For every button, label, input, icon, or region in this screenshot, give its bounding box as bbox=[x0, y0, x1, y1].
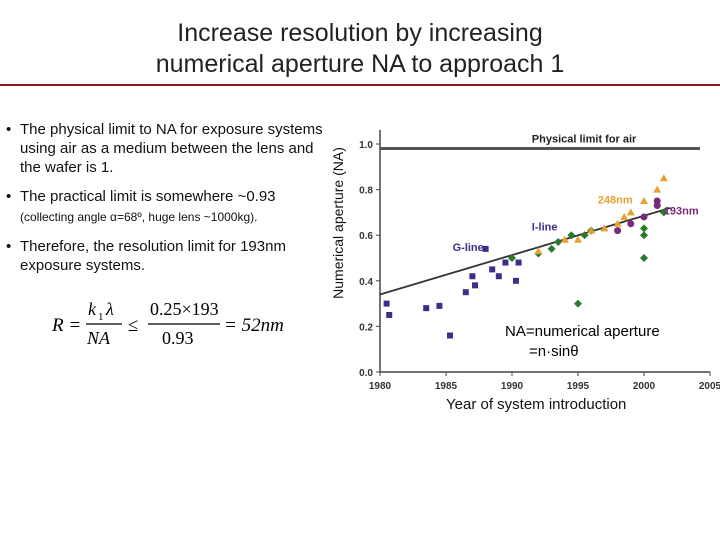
g-line-point bbox=[462, 289, 469, 296]
na-definition-line2: =n·sinθ bbox=[529, 343, 579, 360]
y-tick-label: 0.8 bbox=[359, 186, 373, 197]
bullet-dot-icon: • bbox=[6, 238, 12, 255]
krf-248nm-point bbox=[620, 212, 629, 220]
y-tick-label: 0.4 bbox=[359, 277, 373, 288]
arf-193nm-point bbox=[627, 220, 635, 228]
y-tick-label: 0.0 bbox=[359, 368, 373, 379]
x-tick-label: 1980 bbox=[369, 381, 392, 392]
formula-result: = 52nm bbox=[224, 315, 284, 336]
i-line-point bbox=[659, 208, 668, 217]
krf-248nm-point bbox=[574, 235, 582, 243]
formula-k: k bbox=[88, 299, 97, 319]
i-line-point bbox=[640, 231, 648, 240]
na-definition-line1: NA=numerical aperture bbox=[505, 323, 660, 340]
g-line-point bbox=[469, 273, 476, 280]
bullet-list: • The physical limit to NA for exposure … bbox=[6, 120, 331, 285]
g-line-point bbox=[436, 302, 443, 309]
krf-248nm-point bbox=[534, 247, 543, 255]
krf-248nm-point bbox=[653, 185, 662, 193]
bullet-resolution-limit: • Therefore, the resolution limit for 19… bbox=[6, 237, 331, 275]
krf-248nm-point bbox=[600, 224, 609, 232]
formula-k-sub: 1 bbox=[98, 311, 104, 323]
x-tick-label: 1995 bbox=[567, 381, 590, 392]
series-label: 193nm bbox=[664, 206, 699, 218]
g-line-point bbox=[502, 259, 509, 266]
series-label: G-line bbox=[453, 242, 484, 254]
series-label: 248nm bbox=[598, 194, 633, 206]
trend-line bbox=[379, 206, 671, 296]
formula-denominator-2: 0.93 bbox=[162, 328, 194, 348]
g-line-point bbox=[386, 312, 393, 318]
g-line-point bbox=[446, 332, 453, 339]
x-tick-label: 2005 bbox=[699, 381, 720, 392]
x-axis-label: Year of system introduction bbox=[446, 396, 627, 413]
physical-limit-label: Physical limit for air bbox=[532, 134, 637, 146]
i-line-point bbox=[547, 244, 556, 253]
title-line-2: numerical aperture NA to approach 1 bbox=[155, 50, 565, 78]
y-tick-label: 0.6 bbox=[359, 231, 373, 242]
bullet-note: (collecting angle α=68º, huge lens ~1000… bbox=[20, 210, 258, 224]
krf-248nm-point bbox=[560, 235, 569, 243]
x-tick-label: 1990 bbox=[501, 381, 524, 392]
bullet-text: Therefore, the resolution limit for 193n… bbox=[20, 238, 286, 274]
g-line-point bbox=[472, 282, 479, 289]
i-line-point bbox=[640, 224, 648, 233]
arf-193nm-point bbox=[640, 213, 648, 221]
krf-248nm-point bbox=[613, 219, 622, 227]
i-line-point bbox=[580, 231, 589, 240]
bullet-text: The practical limit is somewhere ~0.93 bbox=[20, 188, 276, 205]
g-line-point bbox=[489, 266, 496, 273]
formula-lhs: R = bbox=[52, 315, 81, 336]
na-definition: NA=numerical aperture =n·sinθ bbox=[505, 322, 660, 362]
formula-denominator: NA bbox=[86, 328, 111, 348]
g-line-point bbox=[495, 273, 502, 280]
arf-193nm-point bbox=[653, 197, 661, 205]
na-vs-year-chart: 0.0 0.2 0.4 0.6 0.8 1.0 1980 1985 1990 1995 2000 20… bbox=[359, 130, 720, 392]
g-line-point bbox=[515, 259, 522, 266]
i-line-point bbox=[640, 254, 648, 262]
y-axis-label: Numerical aperture (NA) bbox=[330, 147, 346, 299]
krf-248nm-point bbox=[640, 197, 648, 204]
x-tick-label: 1985 bbox=[435, 381, 458, 392]
slide-title: Increase resolution by increasing numeri… bbox=[0, 18, 720, 80]
bullet-dot-icon: • bbox=[6, 188, 12, 205]
arf-193nm-point bbox=[614, 227, 622, 235]
krf-248nm-point bbox=[626, 208, 635, 216]
x-tick-label: 2000 bbox=[633, 381, 656, 392]
g-line-point bbox=[383, 300, 390, 307]
series-label: I-line bbox=[532, 222, 558, 234]
title-line-1: Increase resolution by increasing bbox=[177, 19, 543, 47]
y-tick-label: 1.0 bbox=[359, 140, 373, 151]
bullet-practical-limit: • The practical limit is somewhere ~0.93 bbox=[6, 187, 331, 206]
bullet-physical-limit: • The physical limit to NA for exposure … bbox=[6, 120, 331, 177]
i-line-point bbox=[508, 254, 516, 262]
bullet-dot-icon: • bbox=[6, 121, 12, 138]
g-line-point bbox=[423, 305, 430, 312]
g-line-point bbox=[512, 277, 519, 284]
bullet-text: The physical limit to NA for exposure sy… bbox=[20, 121, 323, 176]
i-line-point bbox=[567, 231, 576, 240]
i-line-point bbox=[554, 238, 563, 247]
title-divider bbox=[0, 84, 720, 86]
krf-248nm-point bbox=[659, 174, 668, 182]
formula-numerator: 0.25×193 bbox=[150, 299, 219, 319]
i-line-point bbox=[574, 299, 582, 308]
g-line-point bbox=[482, 245, 489, 252]
resolution-formula: R = k 1 λ NA ≤ 0.25×193 0.93 = 52nm bbox=[52, 299, 284, 348]
krf-248nm-point bbox=[587, 226, 596, 234]
formula-leq: ≤ bbox=[128, 315, 138, 336]
formula-lambda: λ bbox=[105, 299, 114, 319]
y-tick-label: 0.2 bbox=[359, 322, 373, 333]
